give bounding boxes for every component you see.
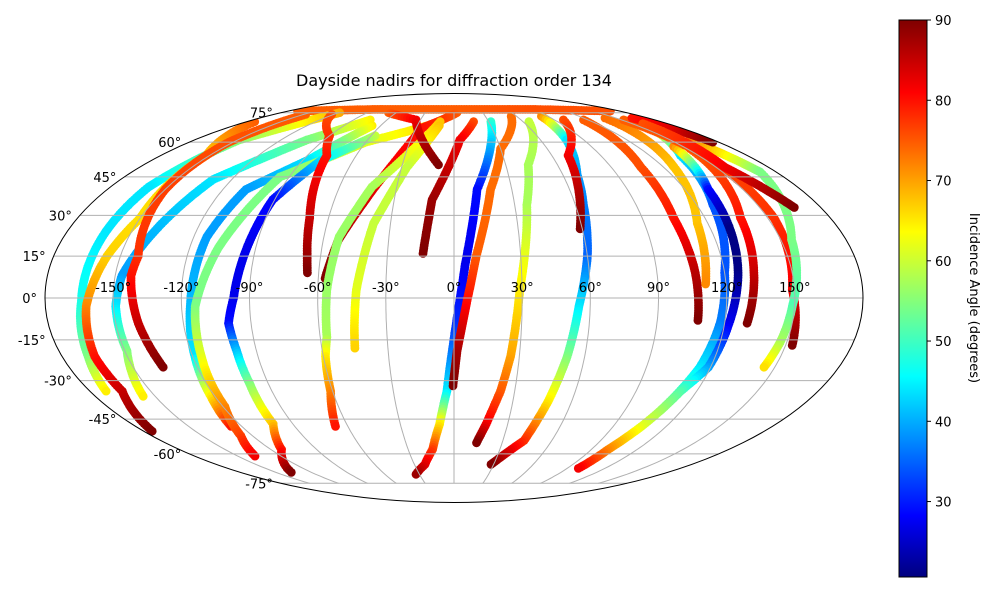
chart-title: Dayside nadirs for diffraction order 134 [296,71,612,90]
scatter-point [434,160,443,170]
scatter-point [693,316,703,325]
scatter-point [742,318,752,328]
scatter-point [250,451,260,461]
colorbar-tick-label: 40 [935,415,952,430]
latitude-tick-label: -45° [89,413,117,428]
colorbar-tick-label: 70 [935,175,952,190]
colorbar [898,19,928,578]
latitude-tick-label: 60° [158,136,181,151]
latitude-tick-label: -30° [44,375,72,390]
longitude-tick-label: -90° [236,281,264,296]
scatter-point [486,460,496,469]
scatter-point [286,468,296,477]
latitude-tick-label: -15° [18,334,46,349]
colorbar-ticks: 30 40 50 60 70 80 90 [927,14,952,511]
latitude-tick-label: 15° [23,250,46,265]
longitude-tick-label: -30° [372,281,400,296]
colorbar-tick-label: 90 [935,14,952,29]
longitude-tick-label: 0° [447,281,462,296]
scatter-point [573,464,583,473]
colorbar-label: Incidence Angle (degrees) [966,213,981,383]
scatter-point [787,341,797,350]
latitude-tick-label: -75° [245,477,273,492]
longitude-tick-label: 150° [779,281,810,296]
latitude-tick-label: 75° [250,107,273,122]
longitude-tick-label: 60° [579,281,602,296]
colorbar-tick-label: 50 [935,335,952,350]
scatter-point [350,343,360,353]
colorbar-tick-label: 80 [935,94,952,109]
latitude-tick-label: 0° [22,292,37,307]
scatter-point [701,279,710,289]
longitude-tick-label: 90° [647,281,670,296]
scatter-point [418,249,428,258]
scatter-point [138,391,148,401]
scatter-point [147,426,157,436]
latitude-tick-label: 30° [49,209,72,224]
scatter-point [759,362,769,372]
longitude-tick-label: 30° [511,281,534,296]
latitude-tick-label: -60° [154,448,182,463]
latitude-tick-label: 45° [93,171,116,186]
colorbar-tick-label: 30 [935,496,952,511]
scatter-point [101,386,111,396]
scatter-point [448,381,458,391]
longitude-tick-label: -150° [95,281,131,296]
scatter-points [75,105,802,479]
longitude-tick-label: 120° [711,281,742,296]
longitude-tick-label: -60° [304,281,332,296]
scatter-point [472,438,481,448]
scatter-point [303,268,312,278]
scatter-point [789,203,799,212]
scatter-point [158,362,168,372]
scatter-point [331,422,340,431]
colorbar-tick-label: 60 [935,255,952,270]
longitude-tick-label: -120° [163,281,199,296]
